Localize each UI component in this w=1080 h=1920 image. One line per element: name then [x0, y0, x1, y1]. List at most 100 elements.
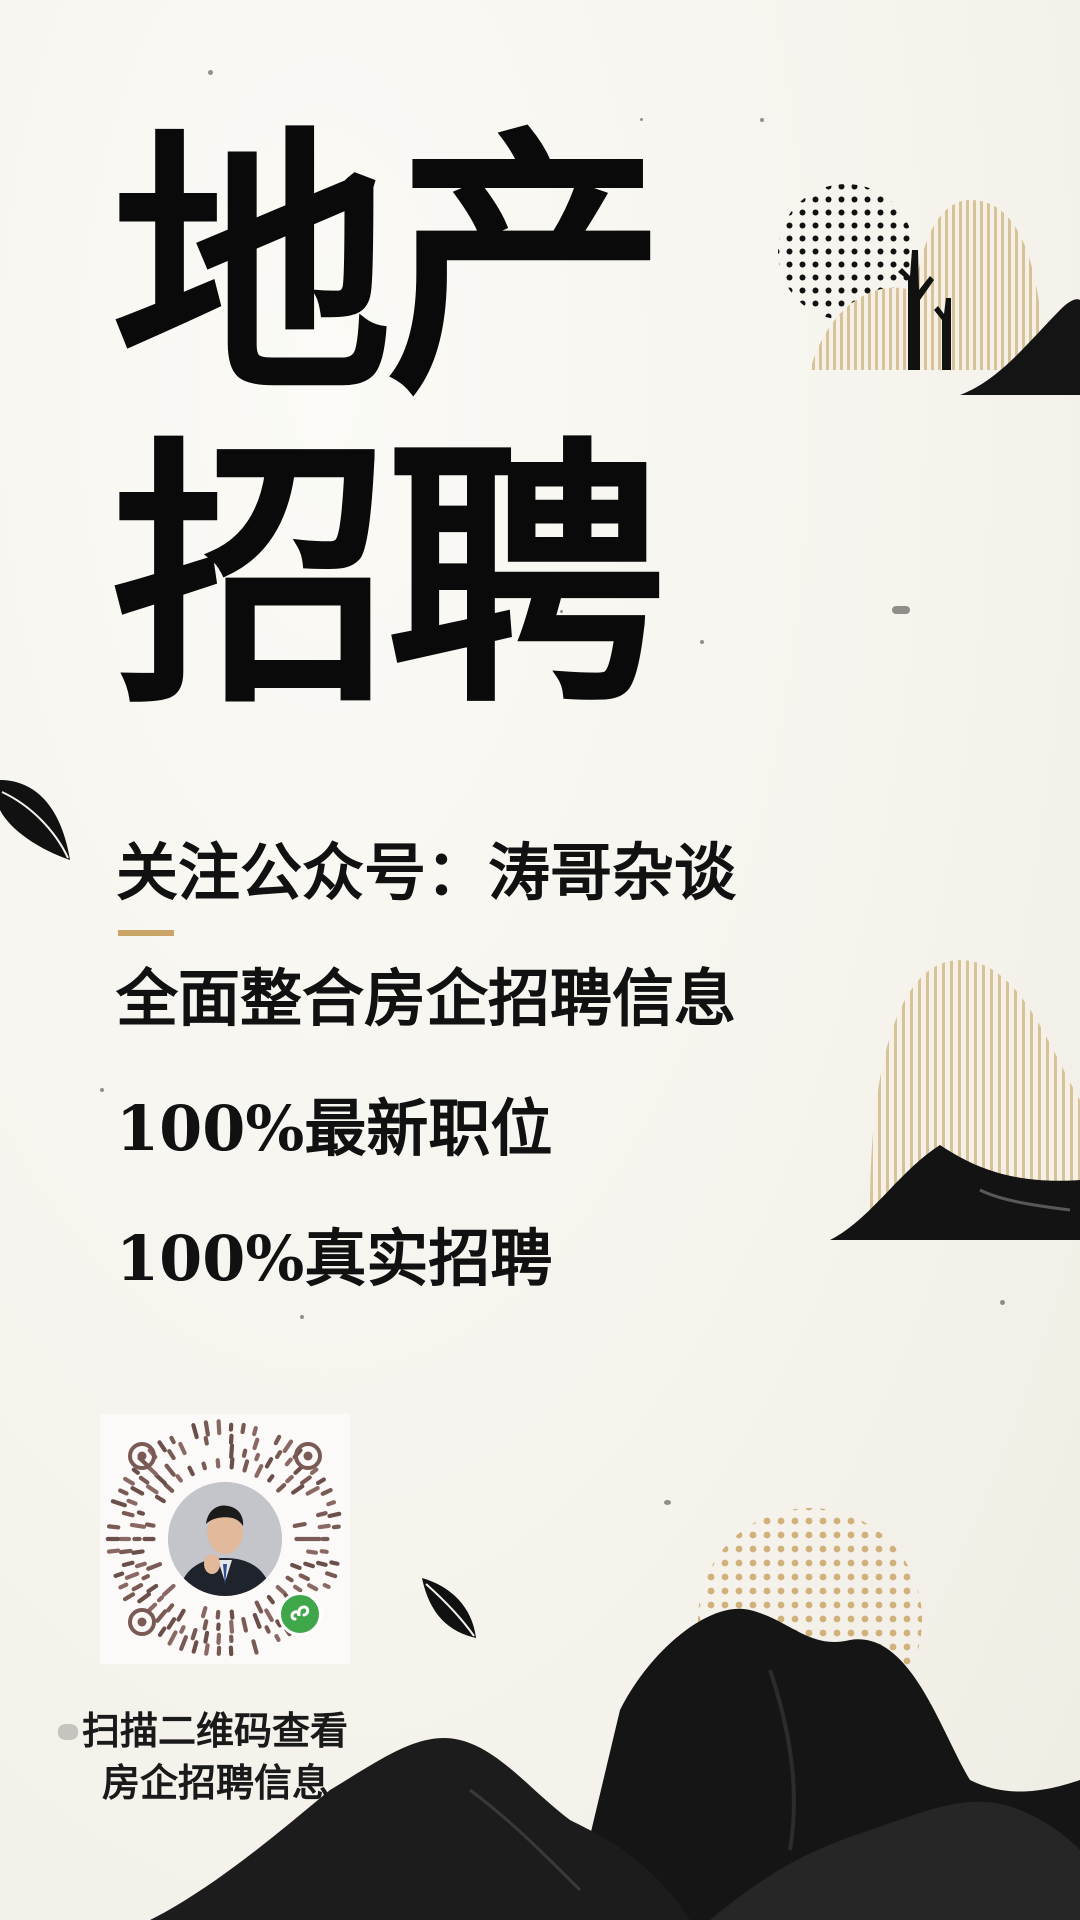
qr-code-mark [136, 1510, 146, 1516]
qr-code-mark [175, 1474, 183, 1483]
dotted-sun-black [778, 184, 914, 320]
qr-code-mark [317, 1523, 331, 1530]
qr-code-mark [179, 1635, 188, 1651]
qr-code-mark [146, 1583, 159, 1594]
qr-code-mark [166, 1617, 177, 1630]
qr-code-mark [201, 1461, 207, 1471]
qr-code-mark [162, 1583, 176, 1597]
qr-code-mark [154, 1473, 167, 1486]
qr-caption-line-1: 扫描二维码查看 [82, 1708, 349, 1753]
qr-code-mark [229, 1609, 235, 1620]
paper-speck [760, 118, 764, 122]
mountain-front-right [710, 1801, 1080, 1920]
dark-ridge [960, 299, 1080, 395]
qr-code-mark [167, 1630, 178, 1646]
qr-code-mark [134, 1561, 147, 1569]
qr-code-mark [293, 1466, 303, 1475]
qr-finder-dot [137, 1451, 147, 1461]
qr-code-mark [202, 1619, 209, 1631]
qr-code-mark [106, 1524, 121, 1530]
qr-code-mark [138, 1475, 150, 1485]
qr-code-mark [229, 1457, 235, 1470]
qr-finder-dot [303, 1451, 313, 1461]
qr-code-mark [164, 1463, 176, 1477]
qr-code-mark [146, 1562, 163, 1571]
qr-code-mark [121, 1510, 135, 1518]
qr-code-mark [157, 1440, 167, 1453]
paper-speck [58, 1724, 78, 1740]
qr-code-mark [203, 1630, 210, 1644]
paper-speck [1000, 1300, 1005, 1305]
qr-code-mark [154, 1494, 166, 1504]
qr-code-mark [179, 1625, 186, 1634]
qr-code-mark [106, 1548, 121, 1554]
mini-program-badge-icon [278, 1592, 322, 1636]
qr-code-mark [129, 1522, 147, 1529]
qr-code-mark [191, 1423, 199, 1440]
qr-code-mark [191, 1640, 199, 1654]
mini-program-qr-code[interactable] [100, 1414, 350, 1664]
qr-code-mark [240, 1422, 246, 1435]
tree-icon [898, 250, 951, 370]
qr-code-mark [190, 1627, 198, 1641]
qr-code-mark [266, 1594, 275, 1605]
qr-code-mark [264, 1457, 274, 1469]
poster-title-line-2: 招聘 [112, 413, 666, 742]
top-right-landscape-illustration [778, 184, 1080, 395]
qr-code-mark [147, 1602, 158, 1613]
qr-code-mark [110, 1499, 127, 1508]
qr-code-mark [163, 1482, 175, 1493]
qr-code-mark [123, 1476, 135, 1486]
qr-code-mark [292, 1584, 303, 1593]
qr-code-mark [203, 1435, 209, 1446]
qr-code-mark [229, 1443, 235, 1460]
qr-code-mark [303, 1561, 315, 1569]
qr-code-mark [315, 1477, 326, 1486]
qr-code-mark [274, 1633, 281, 1642]
paper-speck [700, 640, 704, 644]
qr-code-mark [251, 1639, 259, 1655]
qr-code-mark [204, 1643, 210, 1656]
qr-code-mark [254, 1464, 264, 1478]
qr-code-mark [131, 1467, 140, 1475]
qr-code-mark [298, 1573, 311, 1582]
qr-code-mark [137, 1592, 152, 1604]
paper-speck [300, 1315, 304, 1319]
qr-code-mark [156, 1595, 165, 1603]
qr-code-mark [331, 1524, 341, 1530]
paper-speck [560, 610, 563, 613]
qr-code-mark [324, 1571, 338, 1579]
qr-code-mark [252, 1437, 260, 1451]
qr-code-mark [309, 1467, 319, 1475]
qr-code-mark [264, 1625, 271, 1634]
qr-caption-line-2: 房企招聘信息 [102, 1760, 331, 1805]
qr-code-mark [284, 1457, 293, 1467]
poster-title-line-1: 地产 [112, 103, 666, 432]
qr-code-mark [216, 1419, 222, 1436]
qr-finder-eye [128, 1442, 156, 1470]
qr-code-mark [320, 1488, 333, 1496]
qr-finder-eye [294, 1442, 322, 1470]
qr-finder-dot [137, 1617, 147, 1627]
paper-speck [208, 70, 213, 75]
qr-code-mark [167, 1449, 176, 1461]
qr-code-mark [118, 1548, 133, 1555]
bottom-mountain-illustration [150, 1608, 1080, 1920]
qr-code-mark [113, 1571, 125, 1578]
dark-ridge [830, 1145, 1080, 1240]
qr-code-mark [118, 1488, 129, 1496]
qr-code-mark [155, 1609, 168, 1623]
qr-code-mark [200, 1605, 208, 1619]
qr-code-mark [252, 1612, 262, 1629]
paper-speck [640, 118, 643, 121]
qr-code-mark [252, 1425, 258, 1437]
qr-code-mark [326, 1500, 337, 1507]
qr-finder-eye [128, 1608, 156, 1636]
qr-code-mark [169, 1435, 176, 1445]
qr-code-mark [275, 1619, 282, 1628]
qr-code-mark [166, 1603, 175, 1613]
qr-code-mark [264, 1608, 274, 1623]
integrate-info-text: 全面整合房企招聘信息 [116, 962, 737, 1035]
leaf-icon [422, 1578, 476, 1638]
qr-code-mark [300, 1475, 312, 1486]
